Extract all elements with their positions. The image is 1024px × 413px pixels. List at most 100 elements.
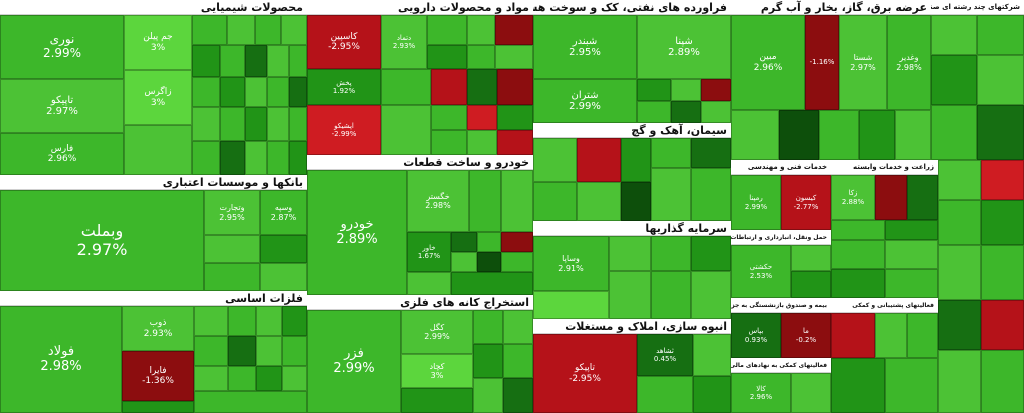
tile-small[interactable] xyxy=(875,175,907,220)
tile-falira[interactable]: فایرا -1.36% xyxy=(122,351,194,401)
tile-shasta[interactable]: شستا 2.97% xyxy=(839,15,887,110)
tile-small[interactable] xyxy=(267,107,289,141)
tile-noori[interactable]: نوری 2.99% xyxy=(0,15,124,79)
tile-small[interactable] xyxy=(289,45,307,77)
tile-small[interactable] xyxy=(577,138,621,182)
tile-pakhsh[interactable]: پخش 1.92% xyxy=(307,69,381,105)
tile-small[interactable] xyxy=(282,336,307,366)
tile-kchad[interactable]: کچاد 3% xyxy=(401,354,473,388)
tile-small[interactable] xyxy=(194,391,307,413)
tile-kaspin[interactable]: کاسپین -2.95% xyxy=(307,15,381,69)
tile-small[interactable] xyxy=(495,45,533,69)
tile-small[interactable] xyxy=(503,378,533,413)
tile-small[interactable] xyxy=(831,220,885,240)
tile-hekish[interactable]: حکشتی 2.53% xyxy=(731,245,791,298)
tile-small[interactable] xyxy=(467,130,497,155)
tile-small[interactable] xyxy=(381,105,431,155)
tile-small[interactable] xyxy=(245,141,267,175)
tile-small[interactable] xyxy=(467,15,495,45)
tile-small[interactable] xyxy=(473,310,503,344)
tile-small[interactable] xyxy=(228,306,256,336)
sector-utility[interactable]: عرضه برق، گاز، بخار و آب گرم مبین 2.96% -… xyxy=(731,0,931,160)
tile-small[interactable] xyxy=(204,235,260,263)
sector-insurance[interactable]: بیمه و صندوق بازنشستگی به جز تامین اجتما… xyxy=(731,298,831,358)
sector-chemical[interactable]: محصولات شیمیایی نوری 2.99% جم پیلن 3% تاپی… xyxy=(0,0,307,175)
tile-small[interactable] xyxy=(204,263,260,291)
tile-small[interactable] xyxy=(260,235,307,263)
tile-small[interactable] xyxy=(469,170,501,232)
tile-small[interactable] xyxy=(256,336,282,366)
tile-small[interactable] xyxy=(451,232,477,252)
tile-small[interactable] xyxy=(791,271,831,298)
tile-khodro[interactable]: خودرو 2.89% xyxy=(307,170,407,295)
tile-small[interactable] xyxy=(701,79,731,101)
tile-small[interactable] xyxy=(427,45,467,69)
tile-small[interactable] xyxy=(637,79,671,101)
tile-small[interactable] xyxy=(255,15,281,45)
sector-agri[interactable]: زراعت و خدمات وابسته زکا 2.88% xyxy=(831,160,938,240)
tile-small[interactable] xyxy=(194,366,228,391)
tile-small[interactable] xyxy=(938,160,981,200)
tile-small[interactable] xyxy=(407,272,451,295)
tile-vsina[interactable]: وسپه 2.87% xyxy=(260,190,307,235)
tile-tapiko2[interactable]: تاپیکو -2.95% xyxy=(533,334,637,413)
tile-small[interactable] xyxy=(256,366,282,391)
tile-small[interactable] xyxy=(289,141,307,175)
tile-khgostar[interactable]: خگستر 2.98% xyxy=(407,170,469,232)
tile-small[interactable] xyxy=(693,376,731,413)
sector-support[interactable]: فعالیتهای پشتیبانی و کمکی xyxy=(831,298,938,413)
tile-small[interactable] xyxy=(467,69,497,105)
tile-small[interactable] xyxy=(977,15,1024,55)
tile-small[interactable] xyxy=(282,366,307,391)
sector-auto[interactable]: خودرو و ساخت قطعات خودرو 2.89% خگستر 2.98%… xyxy=(307,155,533,295)
tile-small[interactable] xyxy=(289,107,307,141)
tile-small[interactable] xyxy=(431,69,467,105)
tile-small[interactable] xyxy=(267,141,289,175)
tile-small[interactable] xyxy=(859,110,895,160)
tile-small[interactable] xyxy=(228,366,256,391)
tile-small[interactable] xyxy=(194,336,228,366)
tile-vasapa[interactable]: وساپا 2.91% xyxy=(533,236,609,291)
tile-small[interactable] xyxy=(227,15,255,45)
tile-vtejarat[interactable]: وتجارت 2.95% xyxy=(204,190,260,235)
tile-small[interactable] xyxy=(693,334,731,376)
sector-cement[interactable]: سیمان، آهک و گچ xyxy=(533,123,731,221)
tile-small[interactable] xyxy=(192,77,220,107)
tile-small[interactable] xyxy=(431,130,467,155)
tile-small[interactable] xyxy=(651,138,691,168)
tile-small[interactable] xyxy=(289,77,307,107)
tile-small[interactable] xyxy=(779,110,819,160)
tile-taprico[interactable]: تاپیکو 2.97% xyxy=(0,79,124,133)
tile-small[interactable] xyxy=(701,101,731,123)
sector-telecom[interactable]: حمل ونقل، انبارداری و ارتباطات حکشتی 2.53… xyxy=(731,230,831,298)
tile-small[interactable] xyxy=(731,110,779,160)
tile-small[interactable] xyxy=(831,240,885,269)
tile-small[interactable] xyxy=(381,69,431,105)
tile-small[interactable] xyxy=(875,313,907,358)
sector-misc-right[interactable] xyxy=(938,160,1024,413)
tile-small[interactable] xyxy=(931,105,977,160)
tile-small[interactable] xyxy=(473,344,503,378)
tile-small[interactable] xyxy=(671,79,701,101)
tile-small[interactable] xyxy=(791,245,831,271)
tile-small[interactable] xyxy=(938,200,981,245)
tile-small[interactable] xyxy=(651,168,691,221)
tile-small[interactable] xyxy=(931,15,977,55)
tile-vaghadir[interactable]: وغدیر 2.98% xyxy=(887,15,931,110)
tile-zob[interactable]: ذوب 2.93% xyxy=(122,306,194,351)
sector-invest[interactable]: سرمایه گذاریها وساپا 2.91% xyxy=(533,221,731,319)
tile-kegol[interactable]: کگل 2.99% xyxy=(401,310,473,354)
tile-shepna[interactable]: شپنا 2.89% xyxy=(637,15,731,79)
sector-refinery[interactable]: فراورده های نفتی، کک و سوخت هسته ای شبند… xyxy=(533,0,731,123)
tile-ramna[interactable]: رمپنا 2.99% xyxy=(731,175,781,230)
tile-small[interactable] xyxy=(497,69,533,105)
sector-metals[interactable]: فلزات اساسی فولاد 2.98% ذوب 2.93% فایرا -1.… xyxy=(0,291,307,413)
tile-small[interactable] xyxy=(819,110,859,160)
tile-small[interactable] xyxy=(473,378,503,413)
tile-small[interactable] xyxy=(451,252,477,272)
tile-small[interactable] xyxy=(260,263,307,291)
tile-small[interactable] xyxy=(497,130,533,155)
tile-small[interactable] xyxy=(938,350,981,413)
tile-small[interactable] xyxy=(885,220,938,240)
tile-small[interactable] xyxy=(267,77,289,107)
